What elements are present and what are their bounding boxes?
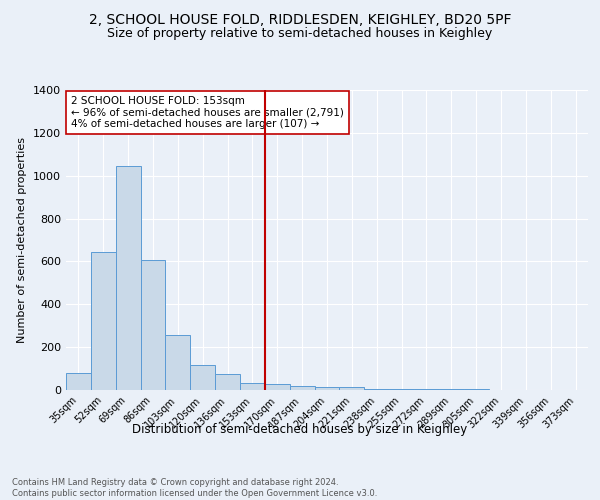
Bar <box>464 389 488 390</box>
Bar <box>290 386 314 390</box>
Bar <box>314 387 340 390</box>
Text: 2, SCHOOL HOUSE FOLD, RIDDLESDEN, KEIGHLEY, BD20 5PF: 2, SCHOOL HOUSE FOLD, RIDDLESDEN, KEIGHL… <box>89 12 511 26</box>
Text: Size of property relative to semi-detached houses in Keighley: Size of property relative to semi-detach… <box>107 28 493 40</box>
Bar <box>166 336 190 390</box>
Text: 2 SCHOOL HOUSE FOLD: 153sqm
← 96% of semi-detached houses are smaller (2,791)
4%: 2 SCHOOL HOUSE FOLD: 153sqm ← 96% of sem… <box>71 96 344 129</box>
Bar <box>340 387 364 390</box>
Bar <box>66 373 91 390</box>
Bar <box>414 389 439 390</box>
Text: Contains HM Land Registry data © Crown copyright and database right 2024.
Contai: Contains HM Land Registry data © Crown c… <box>12 478 377 498</box>
Bar <box>364 389 389 390</box>
Text: Distribution of semi-detached houses by size in Keighley: Distribution of semi-detached houses by … <box>133 422 467 436</box>
Bar <box>240 382 265 390</box>
Bar <box>140 260 166 390</box>
Bar <box>91 252 116 390</box>
Y-axis label: Number of semi-detached properties: Number of semi-detached properties <box>17 137 28 343</box>
Bar <box>439 389 464 390</box>
Bar <box>190 366 215 390</box>
Bar <box>389 389 414 390</box>
Bar <box>215 374 240 390</box>
Bar <box>116 166 140 390</box>
Bar <box>265 384 290 390</box>
